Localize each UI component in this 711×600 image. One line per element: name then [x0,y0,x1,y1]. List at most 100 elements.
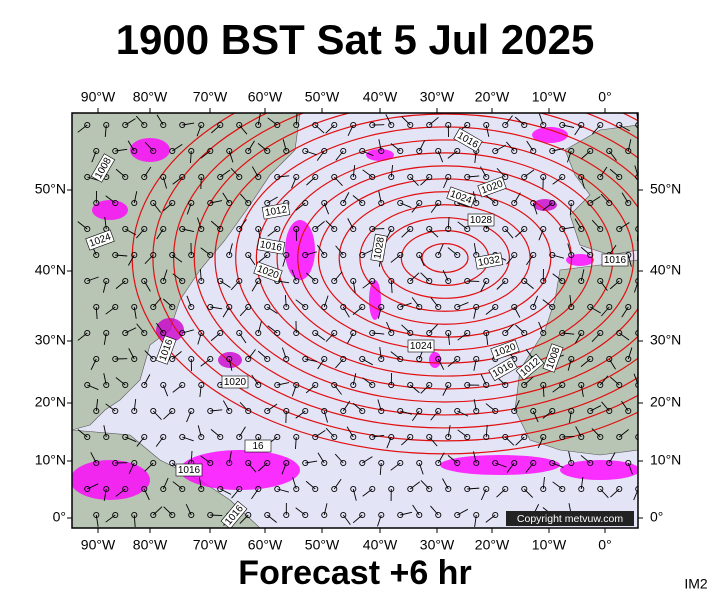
isobar-label: 16 [244,439,272,453]
station [369,173,376,181]
station [103,433,110,441]
station [616,485,623,493]
wind-barb [390,143,401,152]
latitude-label: 10°N [35,452,66,468]
station [283,147,290,155]
station [150,147,157,155]
station [502,277,509,285]
label-box [467,213,495,227]
wind-barb [523,376,534,386]
wind-barb [574,218,582,230]
station [293,485,300,493]
wind-barb [104,124,107,137]
station [464,329,471,337]
wind-barb [562,332,575,335]
wind-barb [418,254,425,267]
wind-barb [315,430,326,438]
label-box [244,439,272,453]
wind-barb [87,176,99,181]
isobar-label: 1020 [253,261,283,283]
station [597,433,604,441]
wind-barb [591,219,601,230]
wind-barb [526,140,534,152]
wind-barb [190,450,193,464]
label-box [253,261,283,283]
wind-barb [128,254,135,266]
wind-barb [228,243,233,256]
station [549,147,556,155]
wind-barb [480,280,487,292]
station [340,303,347,311]
wind-barb [504,228,514,239]
station [426,433,433,441]
isobar [338,191,552,325]
station [236,225,243,233]
wind-barb [317,358,325,370]
wind-barb [362,377,373,386]
station [416,355,423,363]
wind-barb [600,193,610,204]
wind-barb [479,166,487,178]
wind-barb [199,269,202,282]
label-box [261,202,291,220]
station [160,277,167,285]
wind-barb [281,347,287,360]
wind-barb [163,410,173,420]
wind-barb [506,254,515,265]
wind-barb [238,332,247,344]
wind-barb [474,150,477,163]
station [511,251,518,259]
station [549,407,556,415]
wind-barb [430,297,439,308]
wind-barb [315,332,326,341]
wind-barb [566,150,572,163]
wind-barb [228,150,234,163]
wind-barb [333,478,342,490]
wind-barb [608,452,616,464]
station [635,277,638,285]
station [502,381,509,389]
station [530,199,537,207]
wind-barb [333,176,343,187]
station [198,121,205,129]
wind-barb [362,169,373,178]
wind-barb [504,323,514,334]
wind-barb [506,141,515,152]
station [435,459,442,467]
station [150,199,157,207]
isobar-label: 1028 [370,233,388,263]
station [264,407,271,415]
station [302,303,309,311]
wind-barb [305,480,316,490]
wind-barb [473,243,477,256]
station [616,173,623,181]
wind-barb [523,280,534,289]
station [483,277,490,285]
wind-barb [485,124,490,137]
station [131,355,138,363]
wind-barb [532,410,539,423]
station [160,329,167,337]
station [511,407,518,415]
station [492,147,499,155]
station [549,199,556,207]
wind-barb [317,244,325,256]
wind-barb [172,273,183,282]
wind-barb [496,280,506,290]
station [645,148,650,153]
station [150,511,157,519]
station [340,511,347,519]
station [540,225,547,233]
isobar-value: 1028 [470,215,493,226]
wind-barb [257,350,268,360]
station [131,251,138,259]
rain-area [533,199,557,211]
station [226,199,233,207]
wind-barb [305,460,318,464]
station [511,459,518,467]
wind-barb [580,269,585,282]
wind-barb [496,168,506,178]
wind-barb [115,148,128,152]
station [122,433,129,441]
wind-barb [247,349,256,360]
